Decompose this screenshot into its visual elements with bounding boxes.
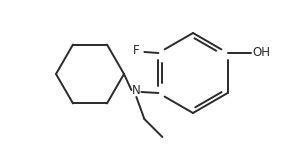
Text: N: N (132, 85, 141, 98)
Text: F: F (133, 45, 140, 58)
Text: OH: OH (253, 47, 271, 59)
